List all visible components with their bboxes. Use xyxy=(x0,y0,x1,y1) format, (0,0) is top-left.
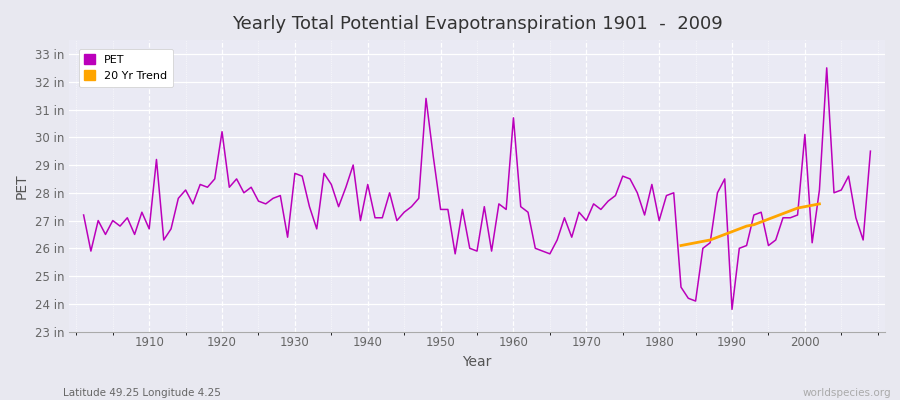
Title: Yearly Total Potential Evapotranspiration 1901  -  2009: Yearly Total Potential Evapotranspiratio… xyxy=(231,15,723,33)
Y-axis label: PET: PET xyxy=(15,173,29,199)
Text: worldspecies.org: worldspecies.org xyxy=(803,388,891,398)
X-axis label: Year: Year xyxy=(463,355,491,369)
Text: Latitude 49.25 Longitude 4.25: Latitude 49.25 Longitude 4.25 xyxy=(63,388,220,398)
Legend: PET, 20 Yr Trend: PET, 20 Yr Trend xyxy=(78,48,173,87)
